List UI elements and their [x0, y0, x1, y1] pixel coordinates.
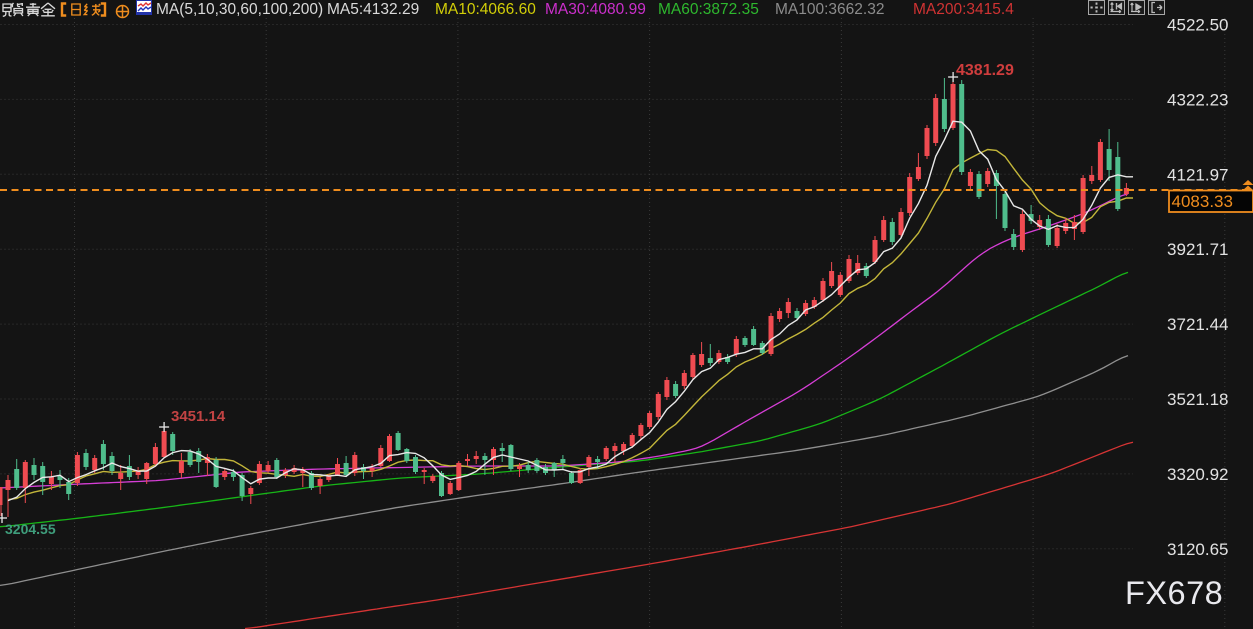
svg-text:4522.50: 4522.50	[1167, 16, 1228, 35]
svg-text:3451.14: 3451.14	[171, 408, 226, 425]
svg-text:3521.18: 3521.18	[1167, 390, 1228, 409]
svg-text:4121.97: 4121.97	[1167, 165, 1228, 184]
svg-text:FX678: FX678	[1125, 575, 1223, 611]
svg-text:4083.33: 4083.33	[1172, 192, 1233, 211]
svg-text:3921.71: 3921.71	[1167, 240, 1228, 259]
svg-text:3320.92: 3320.92	[1167, 465, 1228, 484]
svg-text:4381.29: 4381.29	[956, 62, 1014, 79]
svg-text:3721.44: 3721.44	[1167, 315, 1228, 334]
svg-text:3204.55: 3204.55	[5, 521, 56, 537]
svg-text:3120.65: 3120.65	[1167, 540, 1228, 559]
svg-text:4322.23: 4322.23	[1167, 90, 1228, 109]
